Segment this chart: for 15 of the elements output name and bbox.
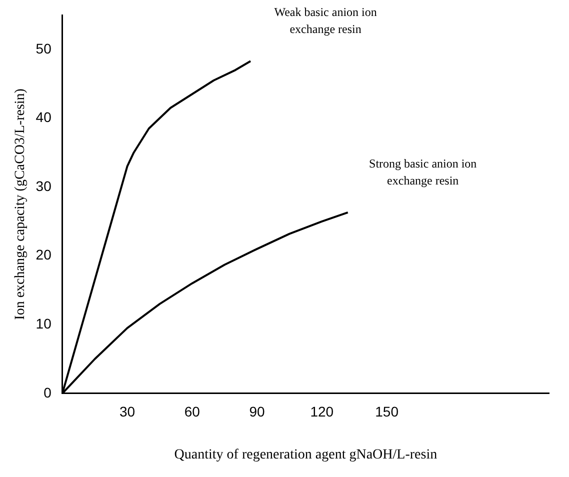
y-tick-label: 10 xyxy=(36,315,52,332)
text: Weak basic anion ion exchange resin xyxy=(274,5,377,36)
y-tick-label: 30 xyxy=(36,178,52,194)
x-axis-title: Quantity of regeneration agent gNaOH/L-resin xyxy=(174,447,438,462)
y-tick-label: 50 xyxy=(36,40,52,56)
y-tick-label: 20 xyxy=(36,246,52,263)
x-tick-label: 90 xyxy=(249,404,266,420)
y-tick-label: 0 xyxy=(44,384,52,400)
y-axis-title: Ion exchange capacity (gCaCO3/L-resin) xyxy=(13,88,28,320)
y-tick-label: 40 xyxy=(36,109,52,126)
x-tick-label: 150 xyxy=(375,404,399,420)
x-tick-label: 120 xyxy=(310,404,334,420)
x-tick-label: 30 xyxy=(119,404,136,420)
x-tick-label: 60 xyxy=(184,404,200,420)
text: Strong basic anion ion exchange resin xyxy=(369,156,477,188)
